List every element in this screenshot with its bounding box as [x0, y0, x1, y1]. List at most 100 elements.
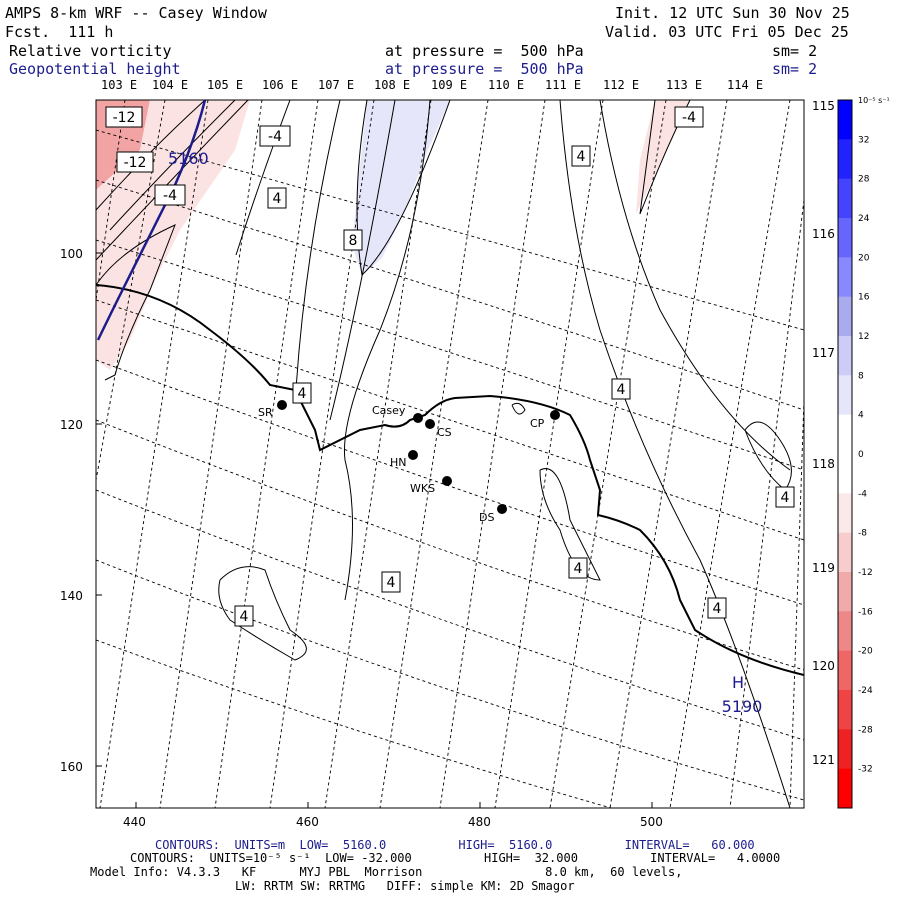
x-tick-label: 500 — [640, 815, 663, 829]
lon-label: 106 E — [262, 78, 299, 92]
vorticity-contour-info: CONTOURS: UNITS=10⁻⁵ s⁻¹ LOW= -32.000 HI… — [130, 851, 781, 865]
contour-label-text: 4 — [273, 191, 282, 207]
colorbar-label: -8 — [858, 529, 867, 539]
station-label: SR — [258, 406, 273, 419]
height-contour — [96, 100, 207, 341]
init-time: Init. 12 UTC Sun 30 Nov 25 — [615, 4, 850, 22]
contour-label: 4 — [381, 571, 401, 593]
colorbar-segment — [838, 139, 852, 180]
contour-label: -12 — [116, 151, 154, 173]
colorbar-segment — [838, 768, 852, 809]
colorbar-frame — [837, 99, 853, 809]
station-label: CS — [437, 426, 452, 439]
x-tick-label: 460 — [296, 815, 319, 829]
station-label: HN — [390, 456, 407, 469]
contour-label: 4 — [568, 557, 588, 579]
field2-smoothing: sm= 2 — [772, 60, 818, 78]
colorbar-label: -4 — [858, 489, 867, 499]
colorbar-segment — [838, 690, 852, 730]
lon-label: 105 E — [207, 78, 244, 92]
field1-name: Relative vorticity — [9, 42, 172, 60]
station-marker — [497, 504, 507, 514]
lon-label: 107 E — [318, 78, 355, 92]
model-physics-info: LW: RRTM SW: RRTMG DIFF: simple KM: 2D S… — [235, 879, 575, 893]
contour-label: -12 — [105, 106, 143, 128]
y-tick-label: 160 — [60, 760, 83, 774]
station-marker — [277, 400, 287, 410]
colorbar-segment — [838, 178, 852, 219]
valid-time: Valid. 03 UTC Fri 05 Dec 25 — [605, 23, 849, 41]
field2-pressure: at pressure = 500 hPa — [385, 60, 584, 78]
field1-pressure: at pressure = 500 hPa — [385, 42, 584, 60]
contour-label: 4 — [267, 187, 287, 209]
lon-label: 114 E — [727, 78, 764, 92]
colorbar — [837, 99, 853, 809]
contour-label: 8 — [343, 229, 363, 251]
station-label: DS — [479, 511, 494, 524]
stations — [277, 400, 560, 514]
forecast-hour: Fcst. 111 h — [5, 23, 114, 41]
contour-label: 4 — [234, 605, 254, 627]
colorbar-segment — [838, 611, 852, 652]
contour-label-text: 4 — [781, 490, 790, 506]
colorbar-label: 4 — [858, 411, 864, 421]
vorticity-contours — [96, 100, 792, 808]
colorbar-label: 12 — [858, 332, 869, 342]
map-title: AMPS 8-km WRF -- Casey Window — [5, 4, 267, 22]
colorbar-label: 8 — [858, 371, 864, 381]
colorbar-label: -32 — [858, 765, 873, 775]
lat-lon-grid — [96, 100, 804, 808]
station-label: CP — [530, 417, 545, 430]
colorbar-segment — [838, 572, 852, 612]
colorbar-label: -12 — [858, 568, 873, 578]
contour-label-text: 4 — [617, 382, 626, 398]
station-label: Casey — [372, 404, 406, 417]
lon-label: 112 E — [603, 78, 640, 92]
contour-label: 4 — [571, 145, 591, 167]
x-tick-label: 440 — [123, 815, 146, 829]
field1-smoothing: sm= 2 — [772, 42, 818, 60]
colorbar-label: -28 — [858, 725, 873, 735]
colorbar-segment — [838, 729, 852, 770]
contour-label: 4 — [775, 486, 795, 508]
contour-label: 4 — [611, 378, 631, 400]
station-marker — [408, 450, 418, 460]
colorbar-segment — [838, 532, 852, 573]
colorbar-label: 28 — [858, 175, 870, 185]
colorbar-label: -16 — [858, 607, 873, 617]
lon-label: 104 E — [152, 78, 189, 92]
colorbar-label: -24 — [858, 686, 873, 696]
lon-label: 111 E — [545, 78, 582, 92]
contour-label-text: -12 — [113, 110, 136, 126]
station-label: WKS — [410, 482, 435, 495]
colorbar-label: 20 — [858, 253, 870, 263]
vorticity-shade-blue — [352, 100, 450, 275]
contour-label-text: 4 — [240, 609, 249, 625]
colorbar-label: 16 — [858, 293, 870, 303]
contour-label: 4 — [707, 597, 727, 619]
station-marker — [425, 419, 435, 429]
colorbar-label: -20 — [858, 647, 873, 657]
colorbar-segment — [838, 336, 852, 376]
lon-label: 110 E — [488, 78, 525, 92]
model-info: Model Info: V4.3.3 KF MYJ PBL Morrison 8… — [90, 865, 683, 879]
station-marker — [550, 410, 560, 420]
contour-label-text: 4 — [298, 386, 307, 402]
contour-label: 4 — [292, 382, 312, 404]
contour-label-text: -4 — [682, 110, 696, 126]
contour-label-text: 4 — [577, 149, 586, 165]
field2-name: Geopotential height — [9, 60, 181, 78]
colorbar-segment — [838, 493, 852, 534]
colorbar-segment — [838, 375, 852, 416]
contour-label: -4 — [674, 106, 704, 128]
colorbar-units: 10⁻⁵ s⁻¹ — [858, 96, 890, 105]
coastline — [96, 284, 804, 676]
station-marker — [442, 476, 452, 486]
high-symbol: H — [732, 673, 744, 692]
contour-label-text: 8 — [349, 233, 358, 249]
contour-label: -4 — [154, 184, 186, 206]
station-marker — [413, 413, 423, 423]
y-tick-label: 140 — [60, 589, 83, 603]
height-contour-label: 5160 — [168, 149, 209, 168]
